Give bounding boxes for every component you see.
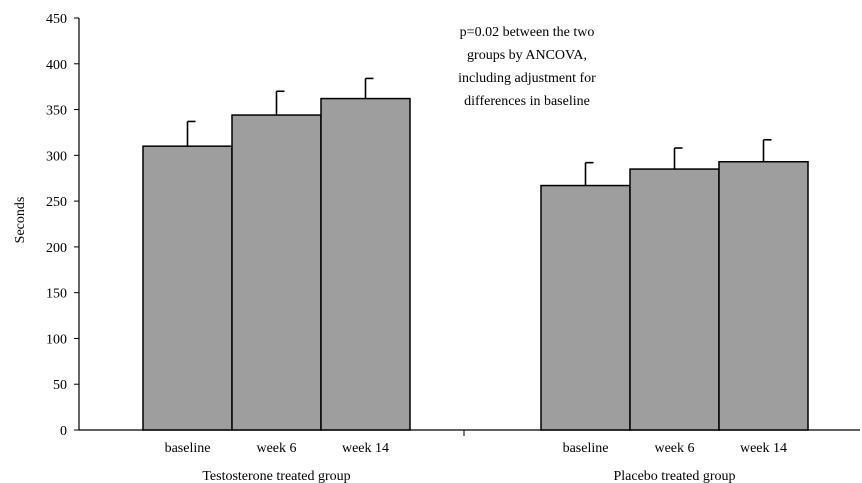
y-tick-label: 100	[46, 332, 67, 347]
y-tick-label: 50	[53, 378, 67, 393]
x-tick-label: week 14	[740, 441, 787, 456]
bar	[540, 184, 631, 431]
y-tick-label: 250	[46, 195, 67, 210]
annotation-line: groups by ANCOVA,	[467, 48, 587, 63]
bar	[320, 97, 411, 431]
x-tick-label: week 6	[256, 441, 296, 456]
y-tick-label: 450	[46, 12, 67, 27]
x-tick-label: baseline	[165, 441, 211, 456]
group-label: Placebo treated group	[613, 469, 735, 483]
y-tick-label: 150	[46, 287, 67, 302]
annotation: p=0.02 between the two groups by ANCOVA, i…	[458, 25, 596, 109]
x-tick-label: week 6	[654, 441, 694, 456]
annotation-line: including adjustment for	[458, 71, 596, 86]
y-tick-label: 400	[46, 58, 67, 73]
bar	[718, 160, 809, 431]
annotation-line: p=0.02 between the two	[460, 25, 595, 40]
x-tick-label: week 14	[342, 441, 389, 456]
bar	[142, 145, 233, 431]
bar	[231, 114, 322, 431]
group-label: Testosterone treated group	[202, 469, 350, 483]
chart-labels: 0 50 100 150 200 250 300 350 400 450 baseline week …	[46, 12, 787, 483]
x-tick-label: baseline	[563, 441, 609, 456]
y-tick-label: 0	[60, 424, 67, 439]
chart-bars	[142, 77, 809, 431]
y-axis-title: Seconds	[13, 197, 28, 244]
y-tick-label: 350	[46, 104, 67, 119]
annotation-line: differences in baseline	[464, 94, 590, 109]
y-tick-label: 200	[46, 241, 67, 256]
y-tick-label: 300	[46, 149, 67, 164]
bar	[629, 168, 720, 431]
